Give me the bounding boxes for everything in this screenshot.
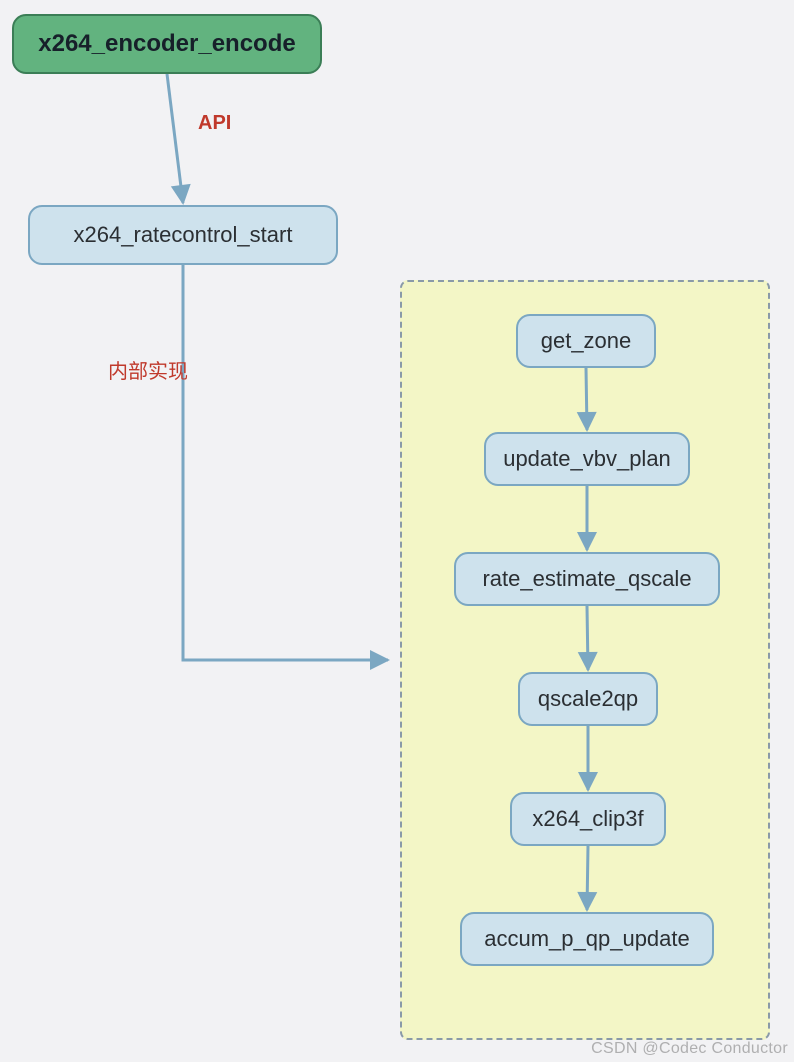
node-label: x264_encoder_encode — [38, 30, 295, 58]
watermark-text: CSDN @Codec Conductor — [591, 1040, 788, 1058]
node-accum-p-qp-update: accum_p_qp_update — [460, 912, 714, 966]
node-label: x264_clip3f — [532, 806, 643, 832]
node-x264-clip3f: x264_clip3f — [510, 792, 666, 846]
node-label: get_zone — [541, 328, 632, 354]
node-get-zone: get_zone — [516, 314, 656, 368]
label-text: 内部实现 — [108, 361, 188, 383]
node-label: update_vbv_plan — [503, 446, 671, 472]
node-label: qscale2qp — [538, 686, 638, 712]
label-text: API — [198, 112, 231, 134]
node-update-vbv-plan: update_vbv_plan — [484, 432, 690, 486]
node-rate-estimate-qscale: rate_estimate_qscale — [454, 552, 720, 606]
edge-label-api: API — [198, 112, 231, 135]
node-ratecontrol-start: x264_ratecontrol_start — [28, 205, 338, 265]
node-label: rate_estimate_qscale — [482, 566, 691, 592]
node-label: accum_p_qp_update — [484, 926, 690, 952]
node-qscale2qp: qscale2qp — [518, 672, 658, 726]
node-encoder-encode: x264_encoder_encode — [12, 14, 322, 74]
edge-label-internal: 内部实现 — [108, 355, 188, 384]
node-label: x264_ratecontrol_start — [74, 222, 293, 248]
